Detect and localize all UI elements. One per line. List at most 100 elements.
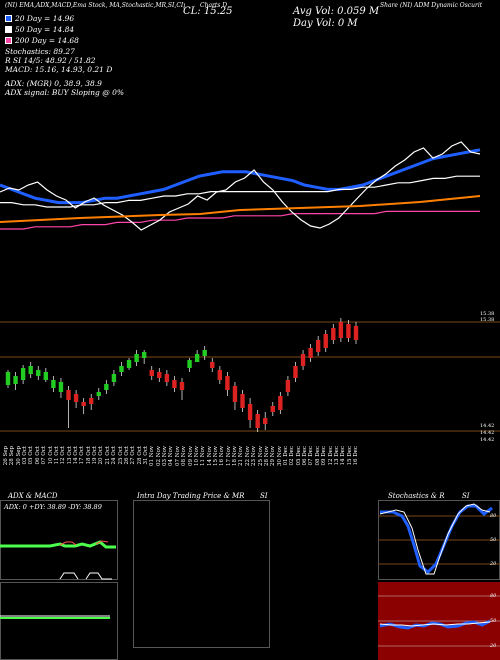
candle-body xyxy=(66,390,71,400)
stochastics-lines xyxy=(378,503,500,575)
adx-macd-title: ADX & MACD xyxy=(8,492,58,500)
stochastics-title: Stochastics & R xyxy=(388,492,445,500)
date-tick-label: 12 Dec xyxy=(327,446,334,466)
candle-body xyxy=(58,382,64,392)
adx-values: ADX: 0 +DY: 38.89 -DY: 38.89 xyxy=(4,503,102,511)
date-tick-label: 05 Oct xyxy=(28,446,35,465)
rsi-signal-line xyxy=(379,621,491,627)
candle-body xyxy=(119,366,124,372)
date-tick-label: 28 Oct xyxy=(136,446,143,465)
candle-body xyxy=(194,354,200,362)
price-top-label-2: 15.38 xyxy=(480,317,495,323)
candle-body xyxy=(126,360,132,368)
intra-day-panel xyxy=(133,500,270,648)
date-tick-label: 25 Nov xyxy=(257,446,264,466)
ema-ticks xyxy=(59,572,112,580)
header-left-text: (NI) EMA,ADX,MACD,Ema Stock, MA,Stochast… xyxy=(5,2,185,9)
stochastics-si: SI xyxy=(462,492,470,500)
date-tick-label: 14 Nov xyxy=(206,446,213,466)
date-tick-label: 28 Nov xyxy=(263,446,270,466)
date-tick-label: 23 Nov xyxy=(251,446,258,466)
date-tick-label: 06 Oct xyxy=(34,446,41,465)
price-bottom-label-3: 14.42 xyxy=(480,437,495,443)
candle-body xyxy=(247,404,253,420)
stoch-tick-80: 80 xyxy=(490,513,497,519)
date-tick-label: 12 Oct xyxy=(60,446,67,465)
candlestick-chart xyxy=(0,318,500,432)
legend-adx: ADX: (MGR) 0, 38.9, 38.9 xyxy=(5,79,102,88)
date-tick-label: 16 Nov xyxy=(219,446,226,466)
date-tick-label: 02 Dec xyxy=(289,446,296,466)
date-tick-label: 27 Oct xyxy=(130,446,137,465)
date-tick-label: 20 Oct xyxy=(98,446,105,465)
candle-body xyxy=(13,376,18,384)
date-tick-label: 11 Nov xyxy=(200,446,207,466)
date-tick-label: 18 Oct xyxy=(85,446,92,465)
price-bottom-label-2: 14.42 xyxy=(480,430,495,436)
date-tick-label: 11 Oct xyxy=(53,446,60,465)
ema-line xyxy=(0,195,481,223)
date-tick-label: 24 Oct xyxy=(111,446,118,465)
candle-body xyxy=(187,360,192,368)
date-tick-label: 15 Dec xyxy=(346,446,353,466)
legend-ma20: 20 Day = 14.96 xyxy=(5,14,74,23)
date-tick-label: 17 Nov xyxy=(225,446,232,466)
ma20-swatch xyxy=(5,15,12,22)
ma50-swatch xyxy=(5,26,12,33)
date-tick-label: 10 Oct xyxy=(47,446,54,465)
candle-body xyxy=(141,352,147,358)
date-tick-label: 21 Nov xyxy=(238,446,245,466)
rsi-tick-80: 80 xyxy=(490,593,497,599)
candle-body xyxy=(308,348,313,358)
date-tick-label: 21 Oct xyxy=(104,446,111,465)
candle-body xyxy=(157,372,162,378)
date-tick-label: 26 Oct xyxy=(123,446,130,465)
rsi-tick-50: 50 xyxy=(490,618,497,624)
date-tick-label: 13 Oct xyxy=(66,446,73,465)
adx-lines xyxy=(0,540,116,549)
candle-body xyxy=(202,350,207,356)
candle-body xyxy=(179,382,185,390)
date-tick-label: 14 Dec xyxy=(340,446,347,466)
header-center-text: Charts D xyxy=(200,2,228,9)
candle-body xyxy=(300,354,306,366)
candle-body xyxy=(240,394,245,408)
candle-body xyxy=(285,380,291,392)
date-tick-label: 08 Nov xyxy=(181,446,188,466)
adx-line xyxy=(0,540,116,549)
date-axis: 26 Sep 28 Sep 30 Sep 03 Oct 05 Oct 06 Oct 07 O… xyxy=(0,446,480,486)
date-tick-label: 10 Nov xyxy=(193,446,200,466)
candle-body xyxy=(210,362,215,368)
legend-adx-signal: ADX signal: BUY Sloping @ 0% xyxy=(5,88,125,97)
candle-body xyxy=(293,366,298,378)
candle-body xyxy=(164,374,170,382)
stochastic-d-line xyxy=(379,503,491,575)
legend-rsi: R SI 14/5: 48.92 / 51.82 xyxy=(5,56,96,65)
di-minus-line-2 xyxy=(95,540,109,545)
date-tick-label: 09 Nov xyxy=(187,446,194,466)
date-tick-label: 07 Oct xyxy=(41,446,48,465)
day-vol-label: Day Vol: 0 M xyxy=(293,18,358,29)
date-tick-label: 07 Dec xyxy=(308,446,315,466)
moving-average-chart xyxy=(0,141,481,231)
date-tick-label: 05 Dec xyxy=(295,446,302,466)
price-bottom-label-1: 14.42 xyxy=(480,423,495,429)
date-tick-label: 30 Nov xyxy=(276,446,283,466)
ema-envelope xyxy=(59,572,112,580)
avg-vol-label: Avg Vol: 0.059 M xyxy=(293,6,380,17)
header-right-text: Share (NI) ADM Dynamic Oscurit xyxy=(380,2,483,9)
date-tick-label: 17 Oct xyxy=(79,446,86,465)
candle-body xyxy=(323,334,328,348)
candle-body xyxy=(89,398,94,404)
date-tick-label: 02 Nov xyxy=(155,446,162,466)
price-line xyxy=(0,141,481,231)
candle-body xyxy=(81,402,86,406)
candle-body xyxy=(270,406,275,412)
close-label: CL: 15.25 xyxy=(183,6,233,17)
date-tick-label: 16 Dec xyxy=(353,446,359,466)
candle-body xyxy=(346,324,351,338)
adx-panel xyxy=(0,500,118,580)
candle-body xyxy=(5,372,11,385)
date-tick-label: 22 Nov xyxy=(244,446,251,466)
ma-series-line xyxy=(0,148,481,205)
